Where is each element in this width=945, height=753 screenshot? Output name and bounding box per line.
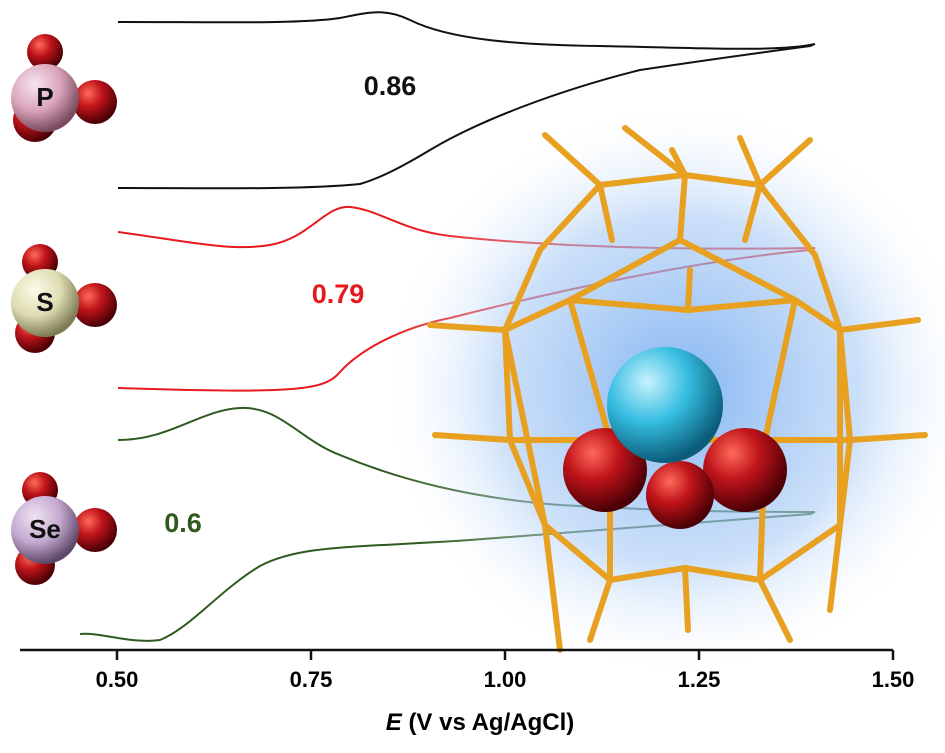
x-tick-label: 1.25 [678, 667, 721, 692]
x-axis-label: E (V vs Ag/AgCl) [386, 709, 574, 736]
po3-model: P [11, 34, 117, 142]
atom-label: Se [29, 514, 61, 544]
x-tick-label: 1.50 [872, 667, 915, 692]
cv-curve [117, 11, 816, 190]
x-tick-label: 1.00 [484, 667, 527, 692]
atom-label: P [36, 82, 53, 112]
so3-model: S [11, 244, 117, 353]
potential-label: 0.86 [364, 71, 417, 101]
potential-label: 0.6 [164, 508, 202, 538]
potential-label: 0.79 [312, 279, 365, 309]
x-tick-label: 0.50 [96, 667, 139, 692]
seo3-model: Se [11, 472, 117, 585]
x-tick-label: 0.75 [290, 667, 333, 692]
anion [563, 347, 787, 529]
atom-label: S [36, 287, 53, 317]
x-axis-symbol: E [386, 709, 403, 736]
x-axis-unit: (V vs Ag/AgCl) [408, 709, 574, 736]
